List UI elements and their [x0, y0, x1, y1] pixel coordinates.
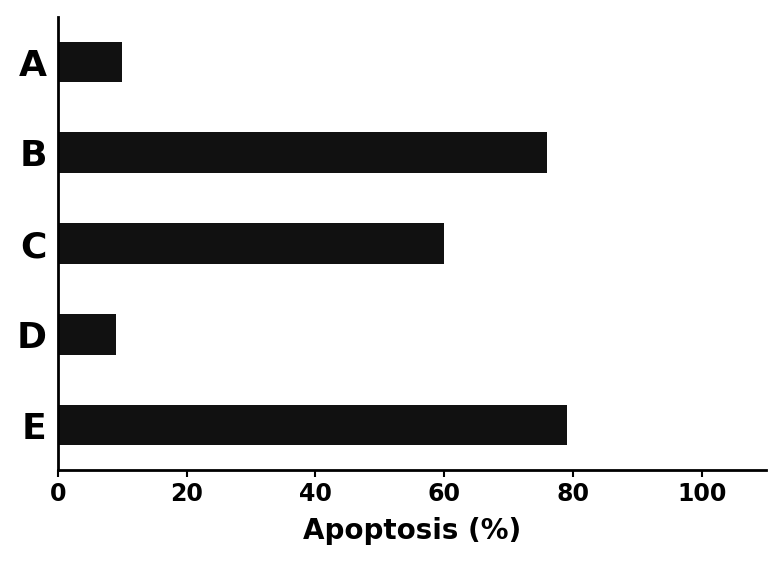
Bar [58, 223, 444, 264]
Bar [58, 405, 567, 446]
Bar [58, 314, 116, 355]
Bar [58, 42, 122, 83]
X-axis label: Apoptosis (%): Apoptosis (%) [303, 518, 521, 545]
Bar [58, 133, 547, 173]
